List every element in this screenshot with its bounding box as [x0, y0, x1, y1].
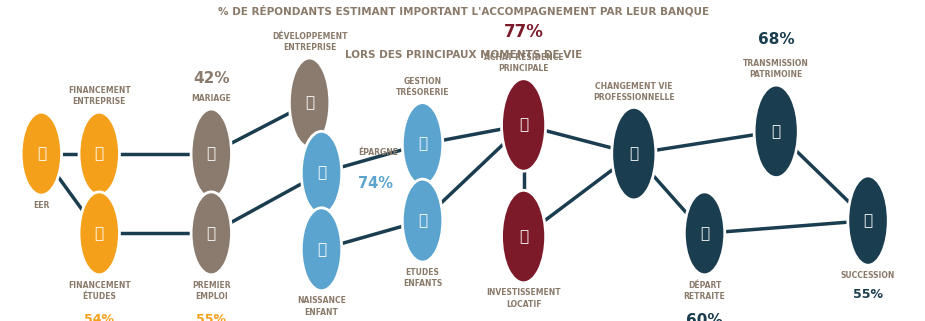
Ellipse shape — [191, 109, 231, 198]
Text: 60%: 60% — [686, 313, 722, 321]
Text: 👶: 👶 — [317, 242, 327, 257]
Text: 🎓: 🎓 — [94, 226, 104, 241]
Text: INVESTISSEMENT
LOCATIF: INVESTISSEMENT LOCATIF — [487, 289, 561, 308]
Ellipse shape — [302, 131, 341, 214]
Ellipse shape — [754, 85, 798, 178]
Ellipse shape — [79, 192, 119, 275]
Text: GESTION
TRÉSORERIE: GESTION TRÉSORERIE — [396, 77, 450, 97]
Text: FINANCEMENT
ÉTUDES: FINANCEMENT ÉTUDES — [68, 281, 130, 300]
Text: 💰: 💰 — [771, 124, 781, 139]
Text: 🤝: 🤝 — [629, 146, 638, 161]
Ellipse shape — [402, 179, 443, 262]
Ellipse shape — [611, 108, 656, 200]
Text: 🪙: 🪙 — [317, 165, 327, 180]
Ellipse shape — [302, 208, 341, 291]
Text: 55%: 55% — [196, 313, 227, 321]
Text: 🪦: 🪦 — [863, 213, 872, 228]
Text: 74%: 74% — [358, 176, 393, 191]
Ellipse shape — [79, 112, 119, 195]
Text: CHANGEMENT VIE
PROFESSIONNELLE: CHANGEMENT VIE PROFESSIONNELLE — [593, 82, 674, 102]
Text: FINANCEMENT
ENTREPRISE: FINANCEMENT ENTREPRISE — [68, 86, 130, 107]
Text: ETUDES
ENFANTS: ETUDES ENFANTS — [403, 268, 442, 288]
Text: LORS DES PRINCIPAUX MOMENTS DE VIE: LORS DES PRINCIPAUX MOMENTS DE VIE — [345, 50, 583, 60]
Text: 📖: 📖 — [418, 213, 427, 228]
Text: PREMIER
EMPLOI: PREMIER EMPLOI — [192, 281, 230, 300]
Text: ÉPARGNE: ÉPARGNE — [358, 148, 399, 157]
Text: 💳: 💳 — [418, 136, 427, 152]
Text: EER: EER — [33, 201, 50, 210]
Text: 54%: 54% — [84, 313, 114, 321]
Text: DÉVELOPPEMENT
ENTREPRISE: DÉVELOPPEMENT ENTREPRISE — [272, 32, 347, 52]
Ellipse shape — [290, 58, 330, 147]
Text: SUCCESSION: SUCCESSION — [841, 271, 895, 280]
Text: 68%: 68% — [758, 32, 795, 47]
Text: MARIAGE: MARIAGE — [191, 94, 231, 103]
Ellipse shape — [191, 192, 231, 275]
Ellipse shape — [848, 176, 888, 265]
Text: 🏢: 🏢 — [305, 95, 314, 110]
Text: 🏭: 🏭 — [94, 146, 104, 161]
Text: TRANSMISSION
PATRIMOINE: TRANSMISSION PATRIMOINE — [744, 59, 809, 79]
Ellipse shape — [501, 79, 546, 171]
Text: 🏠: 🏠 — [519, 229, 528, 244]
Text: DÉPART
RETRAITE: DÉPART RETRAITE — [684, 281, 725, 300]
Text: 🚶: 🚶 — [700, 226, 709, 241]
Ellipse shape — [21, 112, 62, 195]
Text: 42%: 42% — [193, 71, 229, 86]
Ellipse shape — [684, 192, 725, 275]
Text: 🤝: 🤝 — [37, 146, 46, 161]
Text: ACHAT RÉSIDENCE
PRINCIPALE: ACHAT RÉSIDENCE PRINCIPALE — [484, 53, 563, 73]
Text: 🔍: 🔍 — [206, 226, 216, 241]
Text: NAISSANCE
ENFANT: NAISSANCE ENFANT — [297, 297, 346, 317]
Ellipse shape — [501, 190, 546, 283]
Ellipse shape — [402, 103, 443, 186]
Text: 55%: 55% — [853, 288, 883, 301]
Text: 77%: 77% — [503, 23, 544, 41]
Text: % DE RÉPONDANTS ESTIMANT IMPORTANT L'ACCOMPAGNEMENT PAR LEUR BANQUE: % DE RÉPONDANTS ESTIMANT IMPORTANT L'ACC… — [218, 5, 709, 17]
Text: 💍: 💍 — [206, 146, 216, 161]
Text: 🏠: 🏠 — [519, 117, 528, 133]
